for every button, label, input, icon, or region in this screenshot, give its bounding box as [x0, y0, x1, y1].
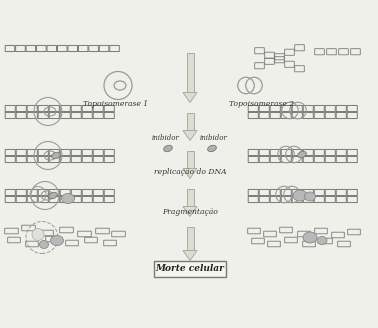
FancyBboxPatch shape [186, 227, 194, 251]
Ellipse shape [49, 192, 57, 199]
Ellipse shape [293, 190, 307, 201]
Text: inibidor: inibidor [152, 134, 180, 142]
Text: Topoisomerase 1: Topoisomerase 1 [84, 99, 149, 108]
Ellipse shape [164, 145, 172, 152]
Polygon shape [183, 169, 197, 178]
Ellipse shape [52, 152, 60, 159]
FancyBboxPatch shape [154, 260, 226, 277]
Ellipse shape [62, 194, 74, 203]
Ellipse shape [51, 236, 64, 245]
Text: Morte celular: Morte celular [156, 264, 225, 273]
Polygon shape [183, 207, 197, 216]
FancyBboxPatch shape [186, 151, 194, 169]
Text: Fragmentação: Fragmentação [162, 209, 218, 216]
Ellipse shape [208, 145, 216, 152]
Text: Topoisomerase 2: Topoisomerase 2 [229, 99, 294, 108]
Circle shape [32, 229, 44, 240]
Polygon shape [183, 131, 197, 140]
FancyBboxPatch shape [186, 189, 194, 207]
Polygon shape [183, 92, 197, 102]
Ellipse shape [305, 192, 316, 201]
Text: replicação do DNA: replicação do DNA [154, 169, 226, 176]
Ellipse shape [303, 232, 317, 243]
Ellipse shape [39, 240, 48, 249]
FancyBboxPatch shape [186, 52, 194, 92]
Ellipse shape [317, 236, 327, 244]
Ellipse shape [297, 151, 306, 158]
FancyBboxPatch shape [186, 113, 194, 131]
Text: inibidor: inibidor [200, 134, 228, 142]
Polygon shape [183, 251, 197, 260]
